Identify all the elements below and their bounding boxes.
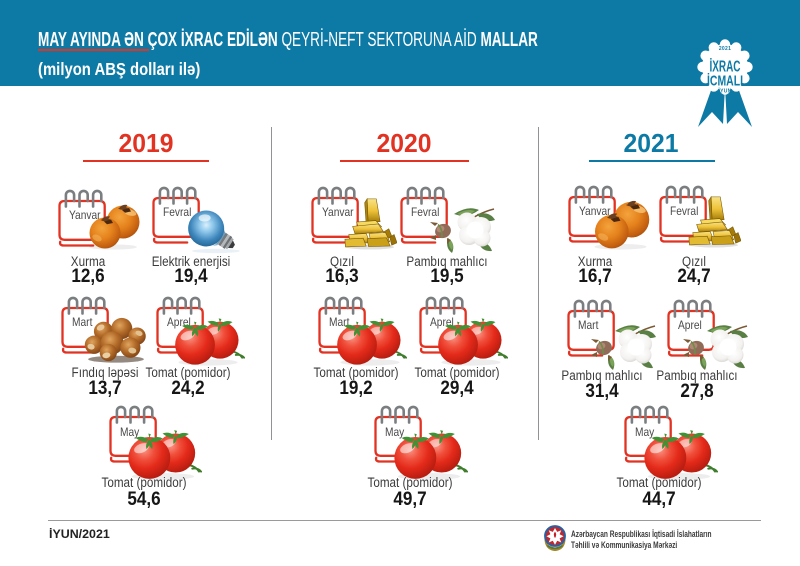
svg-text:İYUN: İYUN: [718, 87, 731, 94]
svg-text:İXRAC: İXRAC: [710, 59, 741, 76]
svg-text:2021: 2021: [719, 46, 731, 52]
svg-text:İCMALI: İCMALI: [707, 73, 743, 90]
